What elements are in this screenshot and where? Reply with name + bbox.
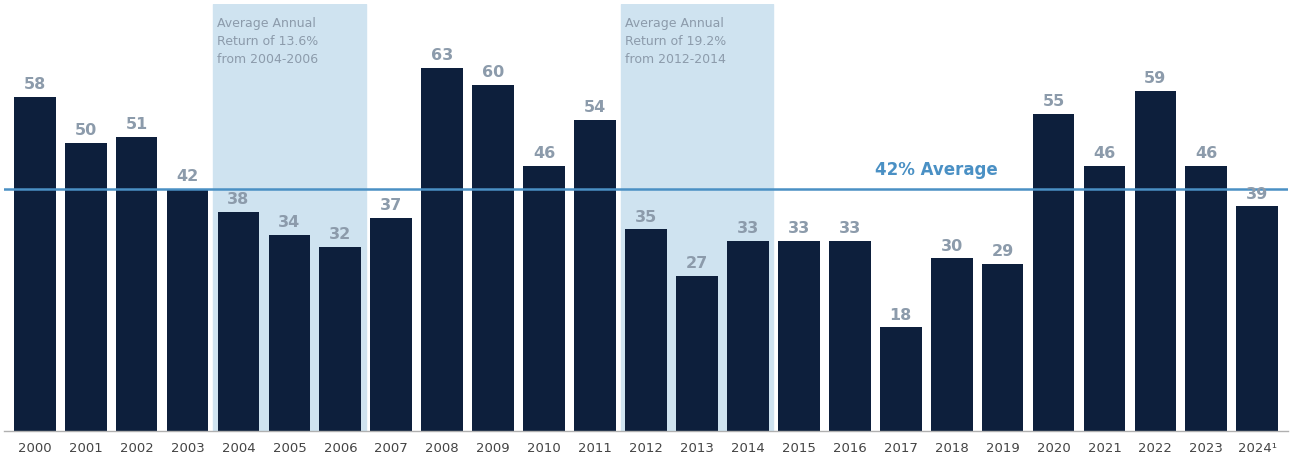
Bar — [1134, 91, 1176, 431]
Text: Average Annual
Return of 19.2%
from 2012-2014: Average Annual Return of 19.2% from 2012… — [624, 17, 726, 66]
Text: 42% Average: 42% Average — [875, 161, 997, 179]
Bar — [371, 218, 412, 431]
Text: 33: 33 — [736, 221, 758, 236]
Bar — [319, 246, 362, 431]
Text: 39: 39 — [1247, 187, 1269, 202]
Text: 34: 34 — [278, 215, 301, 230]
Text: 35: 35 — [634, 210, 658, 225]
Text: 18: 18 — [890, 308, 912, 323]
Text: 59: 59 — [1145, 71, 1167, 86]
Text: 63: 63 — [432, 48, 453, 63]
Text: 46: 46 — [534, 146, 556, 161]
Bar — [982, 264, 1023, 431]
Text: 33: 33 — [839, 221, 860, 236]
Text: 50: 50 — [75, 123, 97, 138]
Text: 38: 38 — [227, 192, 249, 207]
Bar — [778, 241, 819, 431]
Bar — [620, 4, 774, 431]
Bar — [473, 85, 514, 431]
Bar — [1084, 166, 1125, 431]
Text: 42: 42 — [177, 169, 199, 185]
Bar — [269, 235, 310, 431]
Text: 46: 46 — [1195, 146, 1217, 161]
Bar — [421, 67, 463, 431]
Bar — [625, 230, 667, 431]
Text: 60: 60 — [482, 65, 504, 80]
Text: 32: 32 — [329, 227, 351, 242]
Bar — [14, 96, 56, 431]
Text: 55: 55 — [1043, 94, 1065, 109]
Bar — [930, 258, 973, 431]
Bar — [116, 137, 158, 431]
Bar — [1032, 114, 1075, 431]
Bar — [1236, 206, 1278, 431]
Bar — [167, 189, 208, 431]
Bar — [727, 241, 769, 431]
Text: 46: 46 — [1093, 146, 1115, 161]
Bar — [213, 4, 366, 431]
Text: 30: 30 — [941, 239, 963, 253]
Text: 29: 29 — [991, 244, 1014, 259]
Bar — [829, 241, 871, 431]
Text: 51: 51 — [125, 118, 147, 132]
Text: Average Annual
Return of 13.6%
from 2004-2006: Average Annual Return of 13.6% from 2004… — [217, 17, 318, 66]
Bar — [574, 120, 616, 431]
Bar — [65, 143, 106, 431]
Text: 27: 27 — [686, 256, 708, 271]
Bar — [880, 327, 921, 431]
Bar — [676, 275, 718, 431]
Text: 33: 33 — [788, 221, 810, 236]
Text: 58: 58 — [23, 77, 45, 92]
Text: 54: 54 — [584, 100, 606, 115]
Bar — [1186, 166, 1227, 431]
Text: 37: 37 — [380, 198, 402, 213]
Bar — [523, 166, 565, 431]
Bar — [217, 212, 260, 431]
